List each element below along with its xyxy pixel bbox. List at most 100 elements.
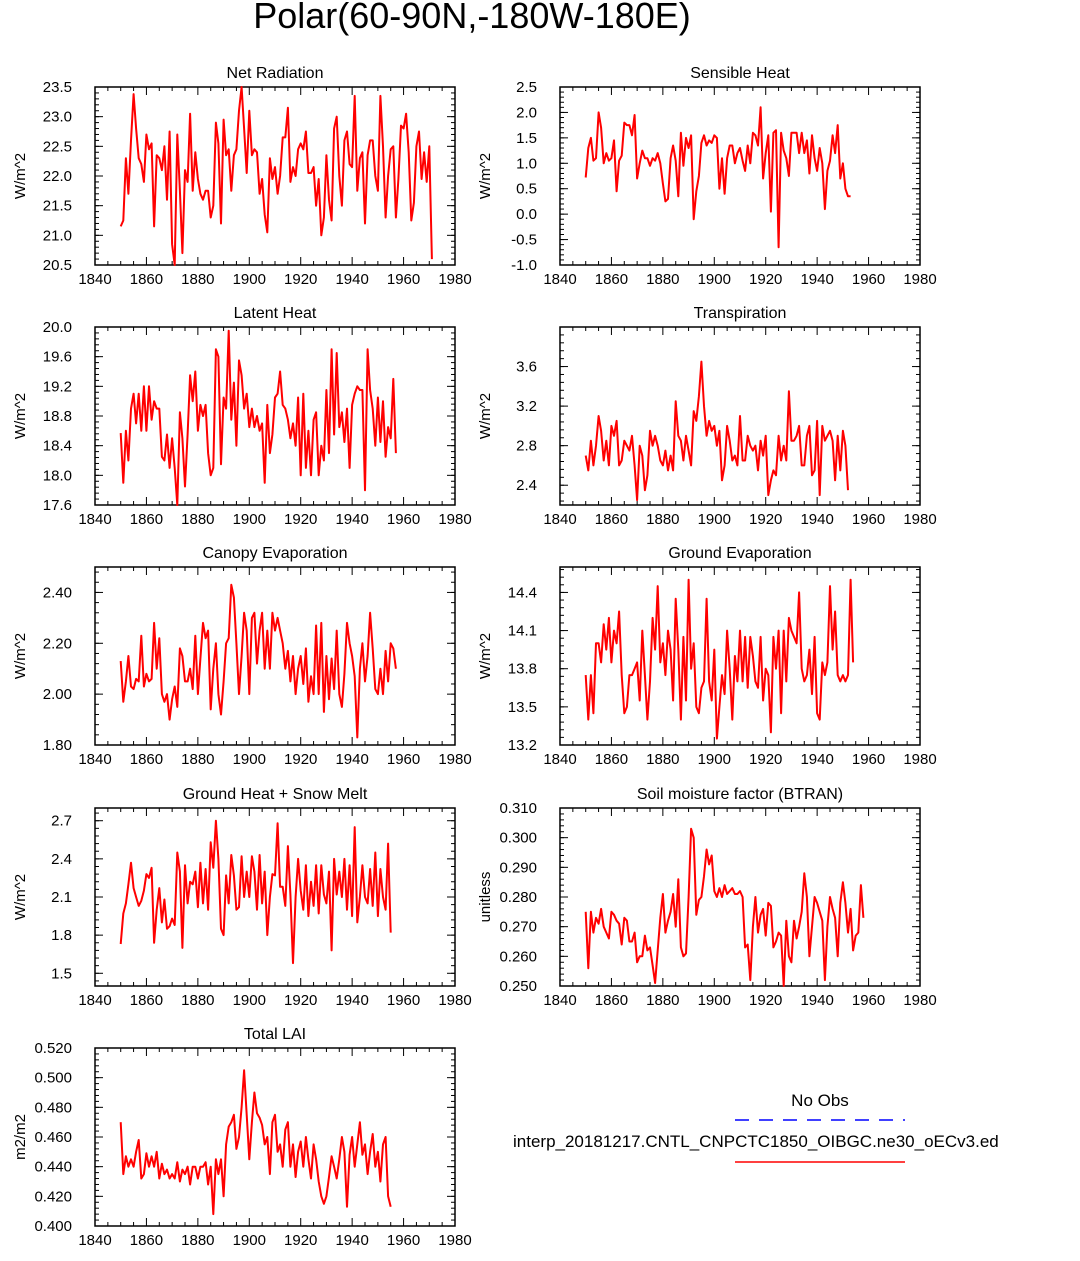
x-tick-label: 1980 bbox=[903, 751, 936, 768]
panel-canopy-evaporation: Canopy Evaporation 1840 1860 1880 1900 1920 19… bbox=[12, 545, 472, 768]
y-tick-label: 14.1 bbox=[508, 623, 537, 640]
panel-net-radiation: Net Radiation 1840 1860 1880 1900 1920 1940 196… bbox=[12, 65, 472, 288]
x-tick-label: 1900 bbox=[233, 511, 266, 528]
x-tick-label: 1900 bbox=[698, 992, 731, 1009]
x-tick-label: 1880 bbox=[181, 511, 214, 528]
x-tick-label: 1880 bbox=[181, 751, 214, 768]
panel-transpiration: Transpiration 1840 1860 1880 1900 1920 1940 196… bbox=[477, 305, 937, 528]
x-tick-label: 1940 bbox=[800, 511, 833, 528]
x-tick-label: 1860 bbox=[130, 1232, 163, 1249]
x-tick-label: 1840 bbox=[543, 751, 576, 768]
y-tick-label: 0.260 bbox=[499, 948, 537, 965]
x-tick-label: 1980 bbox=[903, 511, 936, 528]
y-tick-label: 2.20 bbox=[43, 635, 72, 652]
series-line bbox=[584, 578, 855, 740]
y-axis-label: unitless bbox=[477, 872, 494, 923]
series-line bbox=[584, 360, 849, 502]
y-tick-label: 0.270 bbox=[499, 919, 537, 936]
series-line bbox=[584, 106, 851, 249]
x-tick-label: 1960 bbox=[852, 511, 885, 528]
x-tick-label: 1980 bbox=[438, 1232, 471, 1249]
legend: No Obs interp_20181217.CNTL_CNPCTC1850_O… bbox=[513, 1091, 999, 1163]
y-tick-label: 1.5 bbox=[516, 130, 537, 147]
y-tick-label: 3.6 bbox=[516, 359, 537, 376]
legend-obs-label: No Obs bbox=[791, 1091, 849, 1110]
x-tick-label: 1840 bbox=[543, 511, 576, 528]
x-tick-label: 1880 bbox=[646, 751, 679, 768]
x-tick-label: 1980 bbox=[438, 992, 471, 1009]
legend-model-label: interp_20181217.CNTL_CNPCTC1850_OIBGC.ne… bbox=[513, 1132, 999, 1151]
panel-ground-evaporation: Ground Evaporation 1840 1860 1880 1900 1920 19… bbox=[477, 545, 937, 768]
y-tick-label: 18.0 bbox=[43, 467, 72, 484]
y-tick-label: -0.5 bbox=[511, 232, 537, 249]
y-tick-label: 18.8 bbox=[43, 408, 72, 425]
panel-title: Ground Evaporation bbox=[668, 545, 811, 562]
x-tick-label: 1880 bbox=[181, 992, 214, 1009]
x-tick-label: 1860 bbox=[130, 992, 163, 1009]
page-title: Polar(60-90N,-180W-180E) bbox=[253, 0, 691, 36]
series-line bbox=[119, 819, 392, 965]
y-tick-label: 2.8 bbox=[516, 438, 537, 455]
y-tick-label: 0.440 bbox=[34, 1159, 72, 1176]
x-tick-label: 1920 bbox=[284, 751, 317, 768]
series-line bbox=[119, 1069, 392, 1216]
panel-total-lai: Total LAI 1840 1860 1880 1900 1920 1940 1960 198… bbox=[12, 1026, 472, 1249]
panel-title: Transpiration bbox=[694, 305, 787, 322]
panel-title: Net Radiation bbox=[227, 65, 324, 82]
y-axis-label: W/m^2 bbox=[477, 633, 494, 679]
x-tick-label: 1920 bbox=[284, 992, 317, 1009]
x-tick-label: 1880 bbox=[181, 1232, 214, 1249]
x-tick-label: 1900 bbox=[698, 751, 731, 768]
y-tick-label: 14.4 bbox=[508, 584, 537, 601]
plot-frame bbox=[559, 566, 921, 746]
panel-title: Sensible Heat bbox=[690, 65, 790, 82]
x-tick-label: 1920 bbox=[749, 992, 782, 1009]
x-tick-label: 1980 bbox=[438, 751, 471, 768]
y-tick-label: 0.400 bbox=[34, 1218, 72, 1235]
y-tick-label: 0.480 bbox=[34, 1099, 72, 1116]
y-tick-label: 0.290 bbox=[499, 859, 537, 876]
x-tick-label: 1860 bbox=[595, 271, 628, 288]
y-axis-label: W/m^2 bbox=[12, 153, 29, 199]
x-tick-label: 1840 bbox=[78, 271, 111, 288]
x-tick-label: 1840 bbox=[78, 992, 111, 1009]
x-tick-label: 1880 bbox=[181, 271, 214, 288]
panel-title: Ground Heat + Snow Melt bbox=[183, 786, 368, 803]
y-tick-label: 0.310 bbox=[499, 800, 537, 817]
x-tick-label: 1960 bbox=[387, 1232, 420, 1249]
y-tick-label: 18.4 bbox=[43, 438, 72, 455]
y-tick-label: 17.6 bbox=[43, 497, 72, 514]
y-tick-label: 20.5 bbox=[43, 257, 72, 274]
x-tick-label: 1940 bbox=[800, 271, 833, 288]
y-tick-label: 0.300 bbox=[499, 830, 537, 847]
y-axis-label: m2/m2 bbox=[12, 1114, 29, 1160]
x-tick-label: 1940 bbox=[335, 1232, 368, 1249]
x-tick-label: 1900 bbox=[233, 751, 266, 768]
panel-title: Canopy Evaporation bbox=[203, 545, 348, 562]
x-tick-label: 1960 bbox=[852, 751, 885, 768]
x-tick-label: 1860 bbox=[595, 511, 628, 528]
x-tick-label: 1940 bbox=[335, 271, 368, 288]
x-tick-label: 1840 bbox=[78, 751, 111, 768]
plot-frame bbox=[94, 807, 456, 987]
y-tick-label: 0.5 bbox=[516, 181, 537, 198]
series-line bbox=[584, 827, 865, 987]
x-tick-label: 1860 bbox=[130, 751, 163, 768]
x-tick-label: 1960 bbox=[387, 271, 420, 288]
x-tick-label: 1920 bbox=[284, 511, 317, 528]
y-tick-label: 13.2 bbox=[508, 737, 537, 754]
x-tick-label: 1900 bbox=[233, 271, 266, 288]
plot-frame bbox=[94, 566, 456, 746]
y-tick-label: 21.5 bbox=[43, 198, 72, 215]
y-tick-label: 0.280 bbox=[499, 889, 537, 906]
x-tick-label: 1920 bbox=[284, 1232, 317, 1249]
y-tick-label: 0.420 bbox=[34, 1188, 72, 1205]
panel-title: Soil moisture factor (BTRAN) bbox=[637, 786, 843, 803]
x-tick-label: 1860 bbox=[595, 992, 628, 1009]
x-tick-label: 1900 bbox=[698, 511, 731, 528]
y-tick-label: 0.0 bbox=[516, 206, 537, 223]
x-tick-label: 1920 bbox=[749, 271, 782, 288]
y-axis-label: W/m^2 bbox=[12, 633, 29, 679]
y-tick-label: 0.520 bbox=[34, 1040, 72, 1057]
x-tick-label: 1900 bbox=[233, 992, 266, 1009]
